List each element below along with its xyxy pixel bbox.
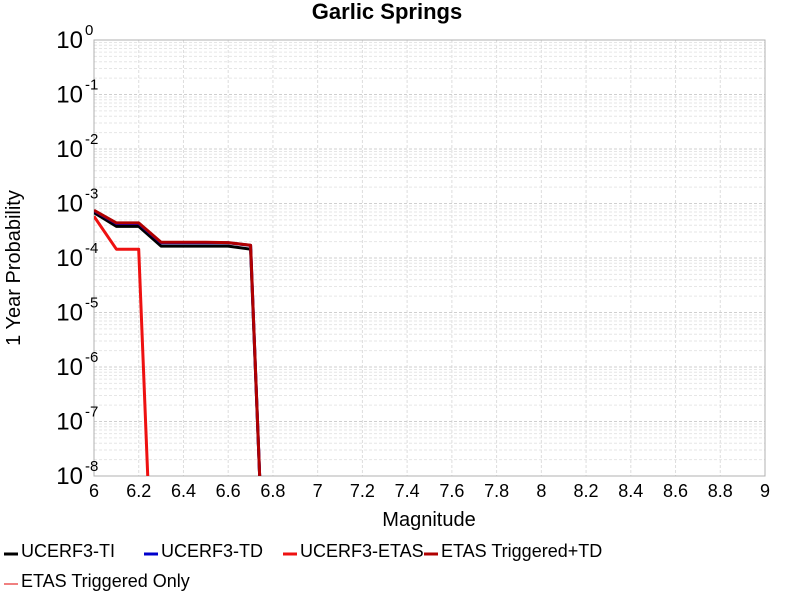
x-tick-label: 8.4: [618, 481, 643, 501]
y-tick-exponent: -7: [85, 404, 98, 421]
series-line-3: [94, 208, 262, 476]
x-axis-ticks: 6 6.2 6.4 6.6 6.8 7 7.2 7.4 7.6 7.8 8 8.2 8.4 8.6 8.8 9: [89, 481, 770, 501]
y-tick-exponent: -8: [85, 458, 98, 475]
legend-label: UCERF3-TD: [161, 541, 263, 561]
legend: UCERF3-TI UCERF3-TD UCERF3-ETAS ETAS Trigge…: [4, 541, 602, 591]
x-tick-label: 6.2: [126, 481, 151, 501]
y-tick-exponent: -3: [85, 186, 98, 203]
y-tick-label: 10: [56, 136, 83, 163]
y-tick-exponent: -4: [85, 240, 98, 257]
x-tick-label: 9: [760, 481, 770, 501]
y-tick-label: 10: [56, 409, 83, 436]
x-tick-label: 7.6: [439, 481, 464, 501]
y-tick-exponent: -5: [85, 295, 98, 312]
series-line-2: [94, 215, 150, 476]
y-tick-exponent: -1: [85, 77, 98, 94]
x-tick-label: 7: [313, 481, 323, 501]
x-axis-label: Magnitude: [382, 509, 475, 531]
y-tick-label: 10: [56, 82, 83, 109]
grid: [93, 40, 766, 477]
y-tick-label: 10: [56, 463, 83, 490]
x-tick-label: 8.2: [574, 481, 599, 501]
x-tick-label: 7.4: [395, 481, 420, 501]
chart-title: Garlic Springs: [312, 0, 462, 24]
y-tick-exponent: -6: [85, 349, 98, 366]
y-axis-label: 1 Year Probability: [3, 190, 25, 346]
legend-label: UCERF3-ETAS: [300, 541, 424, 561]
y-tick-label: 10: [56, 245, 83, 272]
x-tick-label: 7.8: [484, 481, 509, 501]
y-tick-label: 10: [56, 354, 83, 381]
series-line-0: [94, 211, 262, 476]
x-tick-label: 7.2: [350, 481, 375, 501]
x-tick-label: 6.8: [260, 481, 285, 501]
legend-label: UCERF3-TI: [21, 541, 115, 561]
x-tick-label: 8: [536, 481, 546, 501]
x-tick-label: 8.8: [708, 481, 733, 501]
y-tick-label: 10: [56, 27, 83, 54]
y-tick-exponent: -2: [85, 131, 98, 148]
x-tick-label: 6.6: [216, 481, 241, 501]
x-tick-label: 6: [89, 481, 99, 501]
series-group: [94, 208, 262, 476]
legend-label: ETAS Triggered+TD: [441, 541, 602, 561]
y-tick-label: 10: [56, 300, 83, 327]
x-tick-label: 8.6: [663, 481, 688, 501]
x-tick-label: 6.4: [171, 481, 196, 501]
legend-label: ETAS Triggered Only: [21, 571, 190, 591]
y-tick-label: 10: [56, 191, 83, 218]
y-tick-exponent: 0: [85, 22, 93, 39]
plot-area-border: [93, 39, 766, 477]
